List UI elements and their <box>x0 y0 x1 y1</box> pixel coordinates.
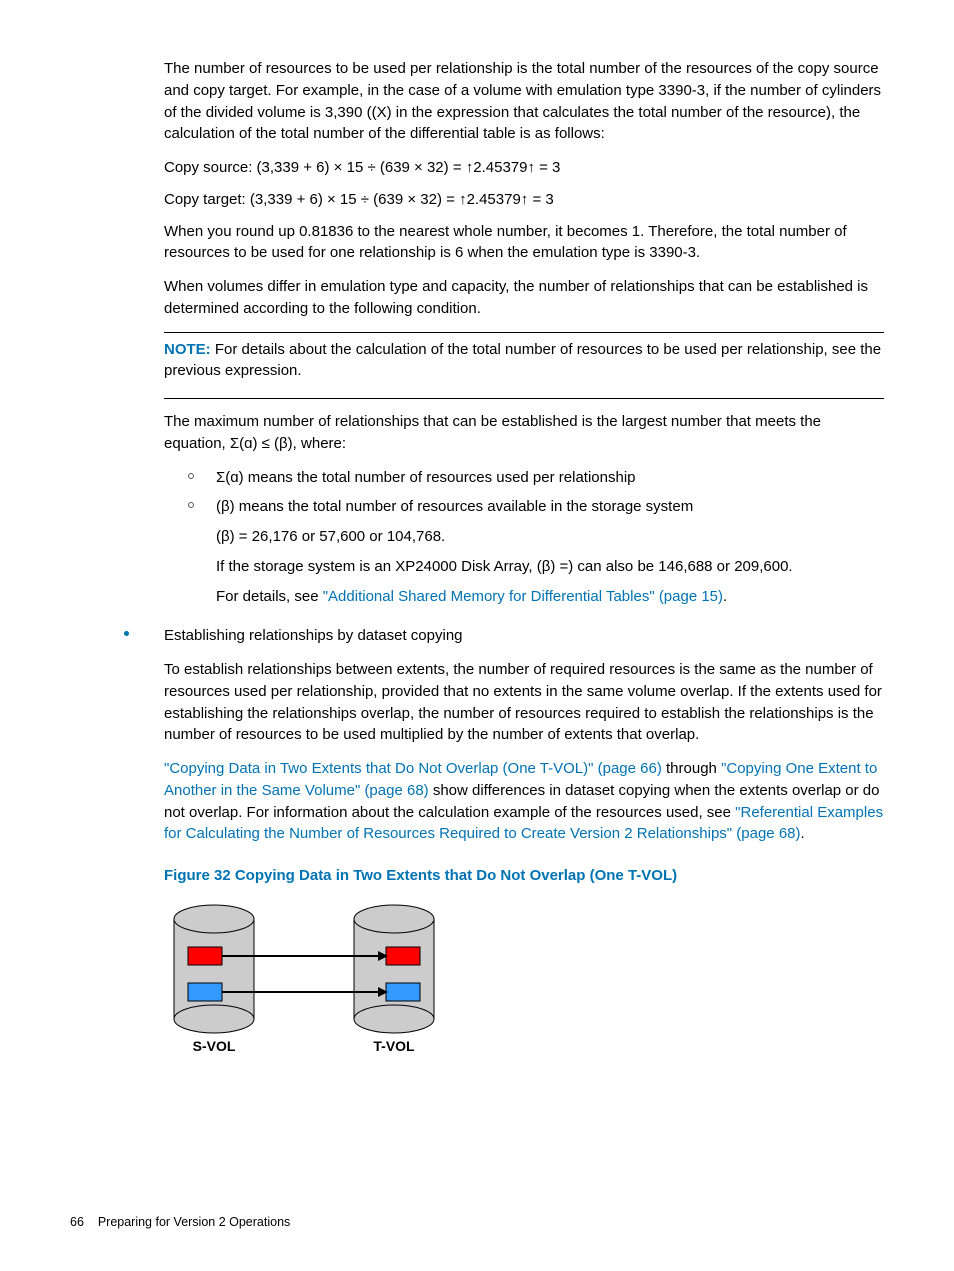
list-item: Σ(ɑ) means the total number of resources… <box>188 467 884 489</box>
paragraph: To establish relationships between exten… <box>164 659 884 746</box>
list-subtext: If the storage system is an XP24000 Disk… <box>216 556 884 578</box>
list-subtext: (β) = 26,176 or 57,600 or 104,768. <box>216 526 884 548</box>
paragraph: When you round up 0.81836 to the nearest… <box>164 221 884 265</box>
note-box: NOTE: For details about the calculation … <box>164 332 884 400</box>
paragraph: "Copying Data in Two Extents that Do Not… <box>164 758 884 845</box>
svol-label: S-VOL <box>193 1038 236 1054</box>
svol-cylinder <box>174 905 254 1033</box>
page-footer: 66 Preparing for Version 2 Operations <box>70 1213 290 1231</box>
cylinder-diagram-svg: S-VOL T-VOL <box>164 901 454 1061</box>
text: . <box>723 588 727 605</box>
page-number: 66 <box>70 1215 84 1229</box>
note-label: NOTE: <box>164 341 211 358</box>
figure-title: Figure 32 Copying Data in Two Extents th… <box>164 865 884 887</box>
copy-target-eq: Copy target: (3,339 + 6) × 15 ÷ (639 × 3… <box>164 189 884 211</box>
sub-list: Σ(ɑ) means the total number of resources… <box>188 467 884 519</box>
paragraph: The number of resources to be used per r… <box>164 58 884 145</box>
figure-diagram: S-VOL T-VOL <box>164 901 884 1061</box>
list-text: (β) means the total number of resources … <box>216 498 693 515</box>
bullet-icon <box>124 631 129 636</box>
paragraph: When volumes differ in emulation type an… <box>164 276 884 320</box>
copy-source-eq: Copy source: (3,339 + 6) × 15 ÷ (639 × 3… <box>164 157 884 179</box>
top-list-item: Establishing relationships by dataset co… <box>124 625 884 1061</box>
tvol-cylinder <box>354 905 434 1033</box>
section-title: Preparing for Version 2 Operations <box>98 1215 290 1229</box>
tvol-label: T-VOL <box>373 1038 415 1054</box>
paragraph: The maximum number of relationships that… <box>164 411 884 455</box>
note-body: For details about the calculation of the… <box>164 341 881 380</box>
bullet-icon <box>188 502 194 508</box>
note-text: NOTE: For details about the calculation … <box>164 339 884 383</box>
link-copy-two-extents[interactable]: "Copying Data in Two Extents that Do Not… <box>164 760 662 777</box>
list-item: (β) means the total number of resources … <box>188 496 884 518</box>
bullet-icon <box>188 473 194 479</box>
text: through <box>662 760 721 777</box>
link-shared-memory[interactable]: "Additional Shared Memory for Differenti… <box>323 588 723 605</box>
text: For details, see <box>216 588 323 605</box>
text: . <box>801 825 805 842</box>
list-subtext: For details, see "Additional Shared Memo… <box>216 586 884 608</box>
list-title: Establishing relationships by dataset co… <box>164 625 884 647</box>
list-text: Σ(ɑ) means the total number of resources… <box>216 469 636 486</box>
